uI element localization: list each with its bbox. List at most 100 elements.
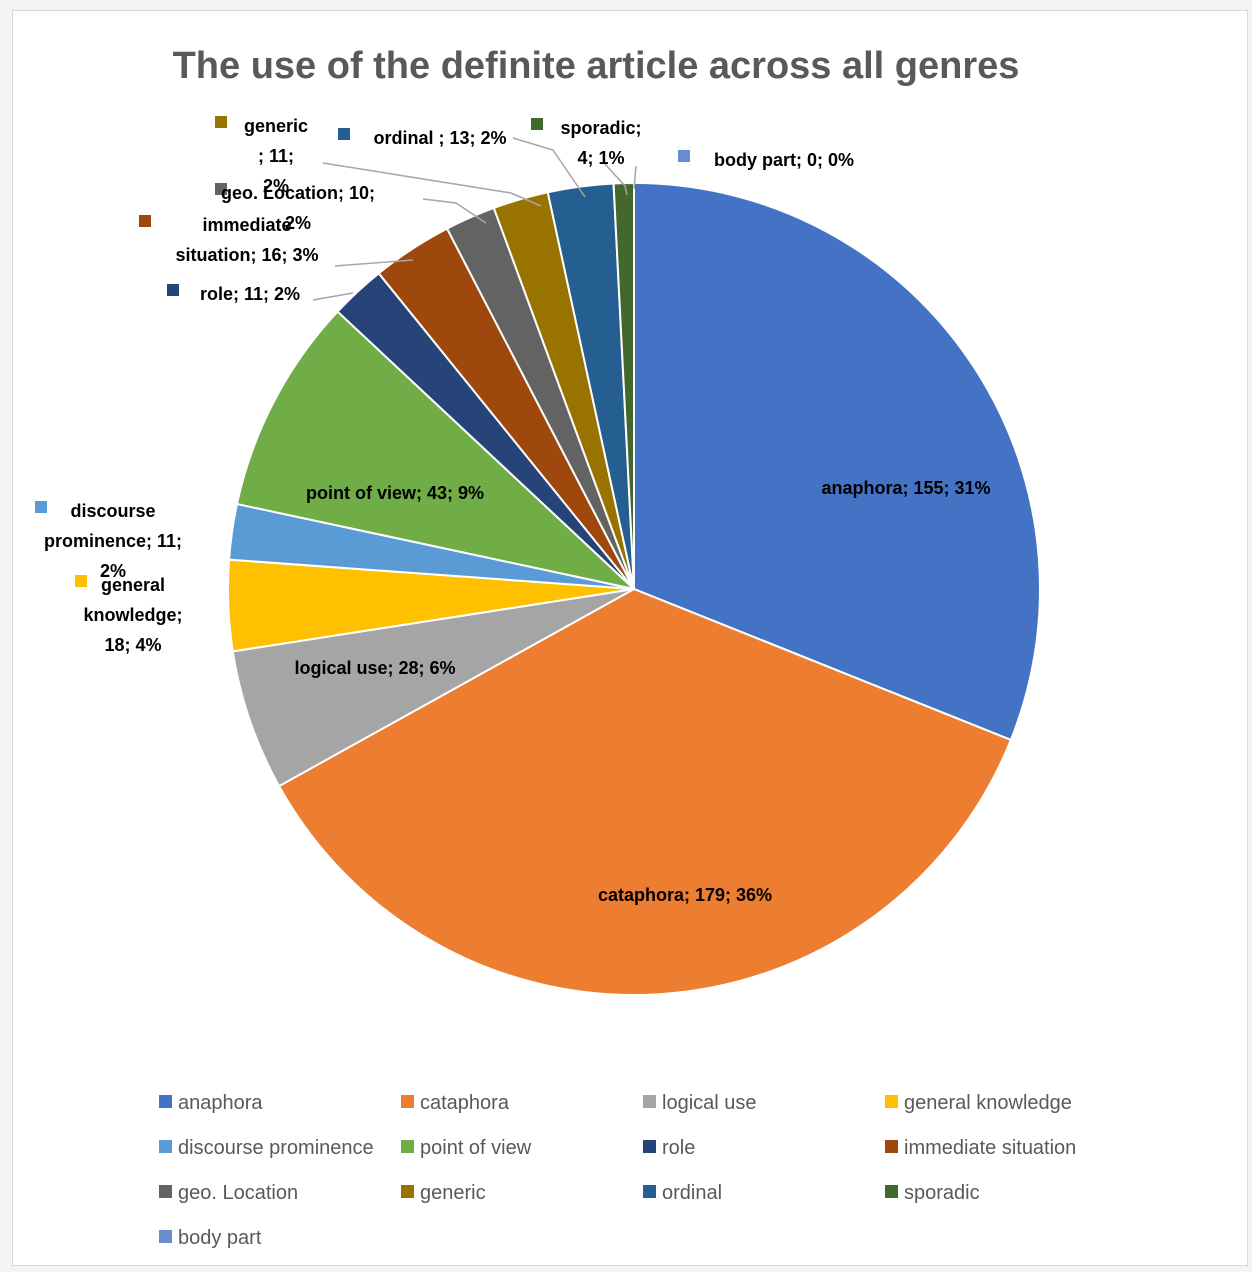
legend-label: general knowledge	[904, 1092, 1072, 1114]
chart-title: The use of the definite article across a…	[173, 45, 1020, 87]
data-label-key-4	[35, 501, 47, 513]
data-label-text: point of view; 43; 9%	[306, 483, 484, 503]
data-label-7: immediate situation; 16; 3%	[139, 215, 319, 265]
pie-chart: The use of the definite article across a…	[35, 45, 1076, 1249]
legend-label: anaphora	[178, 1092, 263, 1114]
data-label-key-7	[139, 215, 151, 227]
legend-swatch	[643, 1095, 656, 1108]
legend-swatch	[401, 1185, 414, 1198]
data-label-2: logical use; 28; 6%	[294, 658, 455, 678]
data-label-key-12	[678, 150, 690, 162]
data-label-key-6	[167, 284, 179, 296]
data-label-text: geo. Location; 10;	[221, 183, 375, 203]
slice-anaphora	[633, 181, 1041, 742]
legend-label: logical use	[662, 1092, 757, 1114]
data-label-10: ordinal ; 13; 2%	[338, 128, 507, 148]
legend-item-8: geo. Location	[159, 1182, 298, 1204]
legend-swatch	[159, 1230, 172, 1243]
legend-item-12: body part	[159, 1227, 262, 1249]
data-label-text: 2%	[263, 176, 289, 196]
legend-swatch	[401, 1095, 414, 1108]
data-label-key-9	[215, 116, 227, 128]
data-label-12: body part; 0; 0%	[678, 150, 854, 170]
data-label-text: 18; 4%	[104, 635, 161, 655]
data-label-3: general knowledge; 18; 4%	[75, 575, 183, 655]
data-label-8: geo. Location; 10; 2%	[215, 183, 375, 233]
legend-label: geo. Location	[178, 1182, 298, 1204]
data-label-text: generic	[244, 116, 308, 136]
data-labels: anaphora; 155; 31% cataphora; 179; 36% log…	[35, 116, 991, 905]
data-label-11: sporadic; 4; 1%	[531, 118, 642, 168]
data-label-text: body part; 0; 0%	[714, 150, 854, 170]
legend-label: point of view	[420, 1137, 532, 1159]
legend-item-3: general knowledge	[885, 1092, 1072, 1114]
legend-label: body part	[178, 1227, 262, 1249]
legend-swatch	[159, 1095, 172, 1108]
legend-label: sporadic	[904, 1182, 980, 1204]
data-label-9: generic ; 11; 2%	[215, 116, 308, 196]
data-label-text: 4; 1%	[577, 148, 624, 168]
data-label-5: point of view; 43; 9%	[306, 483, 484, 503]
legend-item-1: cataphora	[401, 1092, 510, 1114]
data-label-key-8	[215, 183, 227, 195]
leader-line-8	[422, 198, 487, 224]
data-label-4: discourse prominence; 11; 2%	[35, 501, 182, 581]
legend: anaphora cataphora logical use general know…	[159, 1092, 1076, 1249]
legend-label: generic	[420, 1182, 486, 1204]
legend-item-7: immediate situation	[885, 1137, 1076, 1159]
data-label-text: discourse	[70, 501, 155, 521]
legend-item-0: anaphora	[159, 1092, 263, 1114]
legend-swatch	[643, 1140, 656, 1153]
legend-swatch	[159, 1140, 172, 1153]
leader-line-12	[633, 165, 637, 190]
data-label-1: cataphora; 179; 36%	[598, 885, 772, 905]
legend-swatch	[401, 1140, 414, 1153]
data-label-text: situation; 16; 3%	[175, 245, 318, 265]
data-label-text: knowledge;	[83, 605, 182, 625]
legend-item-5: point of view	[401, 1137, 532, 1159]
data-label-text: general	[101, 575, 165, 595]
legend-label: discourse prominence	[178, 1137, 374, 1159]
data-label-key-11	[531, 118, 543, 130]
legend-item-6: role	[643, 1137, 695, 1159]
legend-item-2: logical use	[643, 1092, 757, 1114]
legend-label: role	[662, 1137, 695, 1159]
data-label-0: anaphora; 155; 31%	[821, 478, 990, 498]
slice-point-of-view	[235, 310, 638, 591]
leader-line-7	[334, 259, 414, 267]
data-label-text: sporadic;	[560, 118, 641, 138]
data-label-text: immediate	[202, 215, 291, 235]
data-label-text: cataphora; 179; 36%	[598, 885, 772, 905]
slice-cataphora	[277, 587, 1013, 996]
data-label-key-3	[75, 575, 87, 587]
data-label-text: 2%	[285, 213, 311, 233]
slice-logical-use	[231, 588, 635, 788]
data-label-text: role; 11; 2%	[200, 284, 300, 304]
legend-item-9: generic	[401, 1182, 486, 1204]
leader-line-11	[604, 163, 628, 196]
data-label-key-10	[338, 128, 350, 140]
data-label-text: prominence; 11;	[44, 531, 182, 551]
legend-swatch	[885, 1140, 898, 1153]
legend-swatch	[885, 1095, 898, 1108]
legend-swatch	[159, 1185, 172, 1198]
data-label-text: ; 11;	[258, 146, 294, 166]
legend-item-10: ordinal	[643, 1182, 722, 1204]
data-label-text: 2%	[100, 561, 126, 581]
data-label-text: anaphora; 155; 31%	[821, 478, 990, 498]
leader-line-6	[312, 292, 354, 301]
data-label-text: logical use; 28; 6%	[294, 658, 455, 678]
legend-swatch	[885, 1185, 898, 1198]
legend-item-11: sporadic	[885, 1182, 980, 1204]
data-label-text: ordinal ; 13; 2%	[373, 128, 506, 148]
legend-label: ordinal	[662, 1182, 722, 1204]
legend-item-4: discourse prominence	[159, 1137, 374, 1159]
pie-slices	[226, 181, 1041, 996]
leader-lines	[312, 137, 637, 301]
chart-frame: The use of the definite article across a…	[12, 10, 1248, 1266]
data-label-6: role; 11; 2%	[167, 284, 300, 304]
legend-label: cataphora	[420, 1092, 510, 1114]
legend-label: immediate situation	[904, 1137, 1076, 1159]
legend-swatch	[643, 1185, 656, 1198]
leader-line-10	[512, 137, 586, 198]
